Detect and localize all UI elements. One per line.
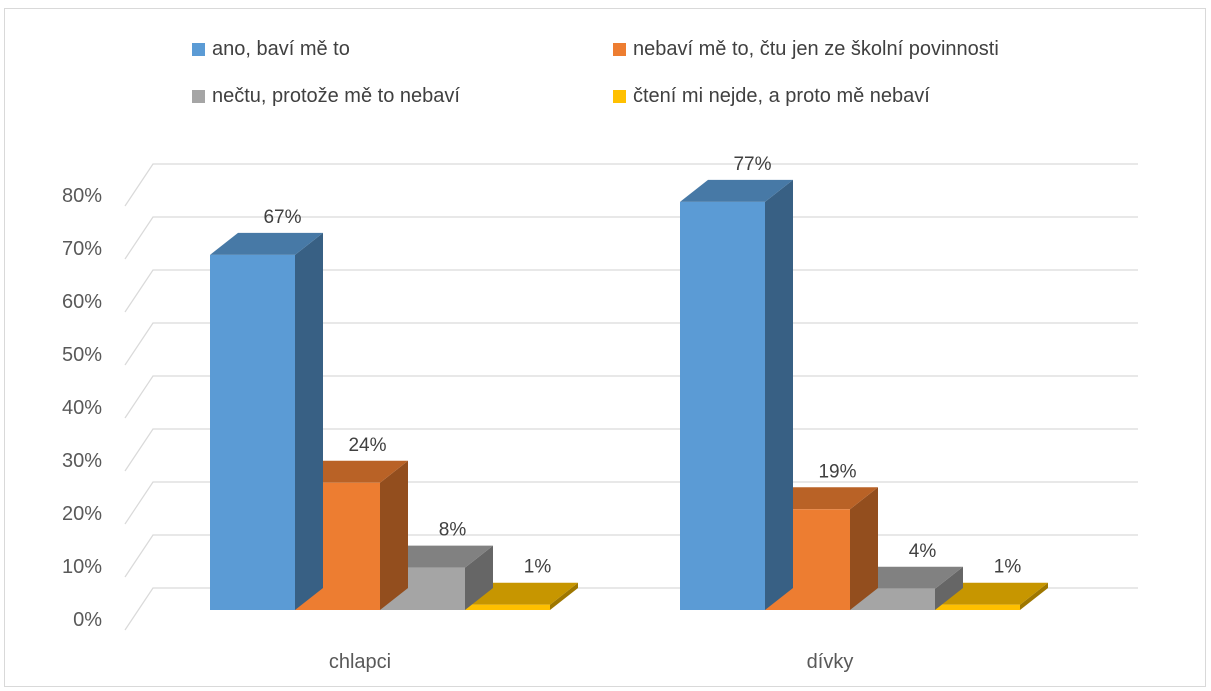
legend-item-nectu: nečtu, protože mě to nebaví bbox=[192, 85, 460, 108]
data-label: 77% bbox=[733, 154, 771, 175]
y-tick-label: 80% bbox=[62, 185, 102, 207]
bar bbox=[850, 566, 963, 610]
legend-label-nebavi: nebaví mě to, čtu jen ze školní povinnos… bbox=[633, 38, 999, 60]
gridline bbox=[124, 428, 1138, 472]
y-tick-label: 40% bbox=[62, 397, 102, 419]
bar bbox=[465, 582, 578, 610]
x-tick-label: chlapci bbox=[329, 651, 391, 673]
data-label: 67% bbox=[263, 207, 301, 228]
gridline bbox=[124, 216, 1138, 260]
y-axis-ticks: 0% 10% 20% 30% 40% 50% 60% 70% 80% bbox=[62, 185, 102, 631]
bar bbox=[680, 179, 793, 610]
y-tick-label: 0% bbox=[73, 609, 102, 631]
bars bbox=[210, 179, 1048, 610]
legend-swatch-ano bbox=[192, 43, 205, 56]
gridlines bbox=[124, 163, 1138, 631]
bar bbox=[935, 582, 1048, 610]
y-tick-label: 60% bbox=[62, 291, 102, 313]
legend-swatch-nectu bbox=[192, 90, 205, 103]
legend-item-nebavi: nebaví mě to, čtu jen ze školní povinnos… bbox=[613, 38, 999, 61]
y-tick-label: 20% bbox=[62, 503, 102, 525]
chart-frame bbox=[4, 8, 1206, 687]
bar bbox=[210, 232, 323, 610]
legend-item-ano: ano, baví mě to bbox=[192, 38, 350, 61]
legend-label-nectu: nečtu, protože mě to nebaví bbox=[212, 85, 460, 107]
y-tick-label: 50% bbox=[62, 344, 102, 366]
y-tick-label: 70% bbox=[62, 238, 102, 260]
legend-swatch-cteni bbox=[613, 90, 626, 103]
legend-label-cteni: čtení mi nejde, a proto mě nebaví bbox=[633, 85, 930, 107]
legend-item-cteni: čtení mi nejde, a proto mě nebaví bbox=[613, 85, 930, 108]
data-label: 1% bbox=[524, 557, 552, 578]
data-label: 8% bbox=[439, 520, 467, 541]
x-axis-ticks: chlapci dívky bbox=[329, 651, 853, 673]
data-label: 1% bbox=[994, 557, 1022, 578]
data-label: 24% bbox=[348, 435, 386, 456]
data-label: 4% bbox=[909, 541, 937, 562]
data-labels: 1% 8% 24% 67% 1% 4% 19% 77% bbox=[263, 154, 1021, 578]
gridline bbox=[124, 322, 1138, 366]
y-tick-label: 10% bbox=[62, 556, 102, 578]
gridline bbox=[124, 163, 1138, 207]
gridline bbox=[124, 269, 1138, 313]
chart-legend: ano, baví mě to nebaví mě to, čtu jen ze… bbox=[0, 0, 1211, 120]
gridline bbox=[124, 375, 1138, 419]
x-tick-label: dívky bbox=[807, 651, 854, 673]
legend-swatch-nebavi bbox=[613, 43, 626, 56]
y-tick-label: 30% bbox=[62, 450, 102, 472]
legend-label-ano: ano, baví mě to bbox=[212, 38, 350, 60]
gridline bbox=[124, 481, 1138, 525]
data-label: 19% bbox=[818, 461, 856, 482]
